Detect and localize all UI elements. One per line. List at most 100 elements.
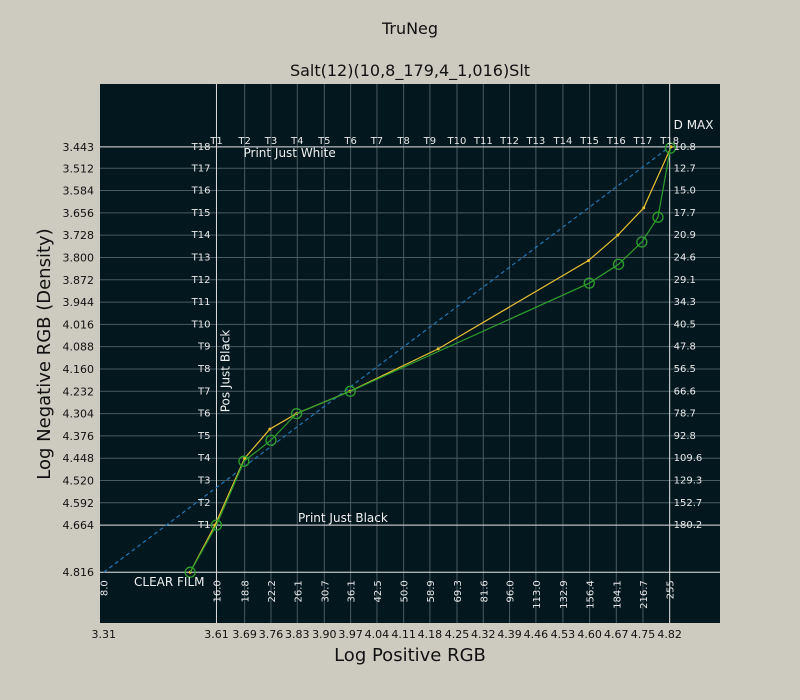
series-point <box>642 206 646 210</box>
y-tick-label: 4.816 <box>63 566 95 579</box>
series-line-0 <box>103 146 671 573</box>
bottom-value-label: 216.7 <box>639 580 650 609</box>
y-tick-label: 4.448 <box>63 452 95 465</box>
right-density-label: 40.5 <box>674 319 696 330</box>
bottom-value-label: 42.5 <box>373 580 384 602</box>
y-tick-label: 4.016 <box>63 318 95 331</box>
step-label-top: T13 <box>525 136 545 147</box>
series-point <box>290 407 303 420</box>
bottom-value-label: 255 <box>666 580 677 599</box>
bottom-value-label: 184.1 <box>612 580 623 609</box>
series-point <box>265 434 277 446</box>
right-density-label: 12.7 <box>674 163 696 174</box>
step-label-left: T6 <box>197 409 210 420</box>
pos-just-black-label: Pos Just Black <box>218 330 232 413</box>
right-density-label: 152.7 <box>674 498 703 509</box>
x-tick-label: 4.39 <box>497 628 522 641</box>
step-label-top: T14 <box>553 136 573 147</box>
step-label-top: T17 <box>633 136 653 147</box>
step-label-left: T7 <box>197 386 210 397</box>
y-tick-label: 4.232 <box>63 385 95 398</box>
series-point <box>210 519 223 531</box>
right-density-label: 24.6 <box>674 252 696 263</box>
step-label-left: T12 <box>191 275 211 286</box>
y-tick-label: 3.584 <box>63 185 95 198</box>
x-tick-label: 4.18 <box>418 628 443 641</box>
step-label-top: T7 <box>370 136 383 147</box>
bottom-value-label: 8.0 <box>100 580 111 596</box>
right-density-label: 17.7 <box>674 208 696 219</box>
print-just-white-label: Print Just White <box>243 146 335 160</box>
step-label-left: T11 <box>191 297 211 308</box>
y-tick-label: 3.800 <box>63 251 95 264</box>
x-tick-label: 4.25 <box>445 628 470 641</box>
bottom-value-label: 132.9 <box>559 580 570 609</box>
series-point <box>238 455 250 467</box>
series-point <box>583 277 595 289</box>
step-label-top: T8 <box>396 136 409 147</box>
step-label-left: T10 <box>191 319 211 330</box>
step-label-top: T12 <box>499 136 519 147</box>
series-point <box>664 142 677 154</box>
step-label-left: T13 <box>191 252 211 263</box>
right-density-label: 47.8 <box>674 342 696 353</box>
step-label-left: T18 <box>191 142 211 153</box>
series-point <box>636 236 648 248</box>
step-label-left: T3 <box>197 476 210 487</box>
y-tick-label: 4.088 <box>63 341 95 354</box>
series-point <box>616 233 620 237</box>
step-label-left: T9 <box>197 342 210 353</box>
series-point <box>669 145 673 149</box>
right-density-label: 56.5 <box>674 364 696 375</box>
x-tick-label: 4.75 <box>631 628 656 641</box>
step-label-top: T15 <box>579 136 599 147</box>
y-tick-label: 3.656 <box>63 207 95 220</box>
chart-title: TruNeg <box>381 19 438 38</box>
y-tick-label: 3.443 <box>63 141 95 154</box>
bottom-value-label: 26.1 <box>293 580 304 602</box>
y-tick-label: 4.592 <box>63 497 95 510</box>
step-label-left: T5 <box>197 431 210 442</box>
bottom-value-label: 22.2 <box>267 580 278 602</box>
y-tick-label: 4.160 <box>63 363 95 376</box>
x-tick-label: 4.60 <box>577 628 602 641</box>
series-point <box>586 259 590 263</box>
step-label-top: T18 <box>659 136 679 147</box>
series-point <box>652 211 664 223</box>
right-density-label: 109.6 <box>674 453 703 464</box>
y-tick-label: 3.872 <box>63 274 95 287</box>
bottom-value-label: 69.3 <box>453 580 464 602</box>
bottom-value-label: 81.6 <box>479 580 490 602</box>
x-tick-label: 3.69 <box>232 628 257 641</box>
right-density-label: 34.3 <box>674 297 696 308</box>
right-density-label: 10.8 <box>674 142 696 153</box>
clear-film-label: CLEAR FILM <box>134 575 205 589</box>
bottom-value-label: 18.8 <box>241 580 252 602</box>
step-label-left: T15 <box>191 208 211 219</box>
y-tick-label: 4.304 <box>63 408 95 421</box>
y-tick-label: 3.728 <box>63 229 95 242</box>
step-label-top: T9 <box>423 136 436 147</box>
bottom-value-label: 96.0 <box>506 580 517 602</box>
y-tick-label: 4.520 <box>63 475 95 488</box>
series-line-2 <box>189 148 671 573</box>
x-tick-label: 3.83 <box>285 628 310 641</box>
step-label-top: T3 <box>264 136 277 147</box>
bottom-value-label: 16.0 <box>212 580 223 602</box>
step-label-top: T5 <box>317 136 330 147</box>
right-density-label: 15.0 <box>674 186 696 197</box>
series-point <box>184 566 196 578</box>
print-just-black-label: Print Just Black <box>298 511 388 525</box>
bottom-value-label: 113.0 <box>532 580 543 609</box>
x-tick-label: 4.11 <box>391 628 416 641</box>
series-point <box>243 456 247 460</box>
bottom-value-label: 156.4 <box>586 580 597 609</box>
x-tick-label: 4.46 <box>524 628 549 641</box>
step-label-left: T2 <box>197 498 210 509</box>
x-tick-label: 4.82 <box>657 628 682 641</box>
x-tick-label: 3.90 <box>312 628 337 641</box>
x-tick-label: 3.76 <box>259 628 284 641</box>
x-tick-label: 3.61 <box>204 628 229 641</box>
series-point <box>612 258 625 270</box>
